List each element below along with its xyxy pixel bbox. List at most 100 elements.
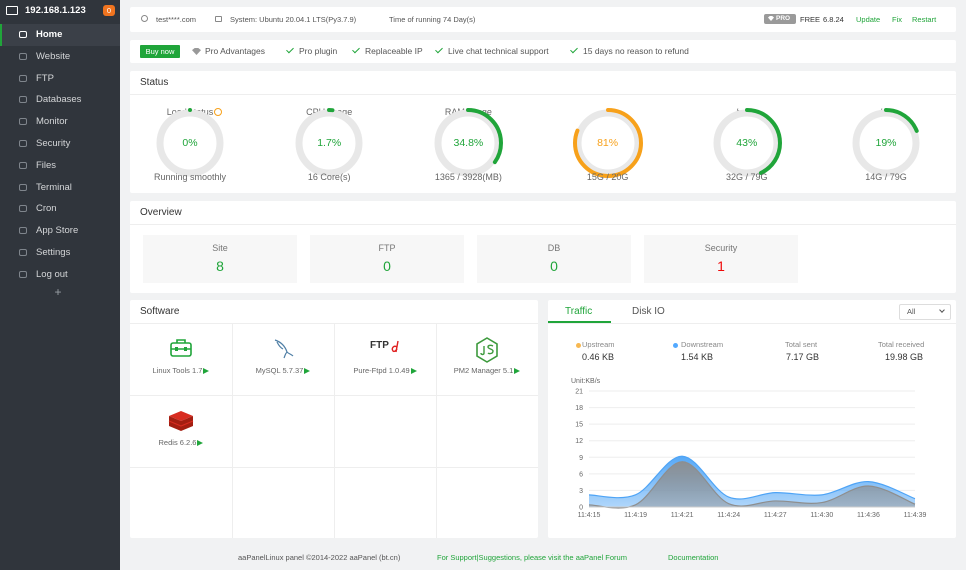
- gauge-track: [574, 109, 642, 177]
- software-icon: [170, 339, 192, 357]
- y-tick-label: 12: [575, 438, 583, 445]
- menu-item[interactable]: Databases: [0, 89, 120, 111]
- node-hex: [476, 337, 498, 363]
- software-cell[interactable]: PM2 Manager 5.1: [436, 324, 538, 395]
- overview-card[interactable]: Security 1: [644, 235, 798, 283]
- top-action[interactable]: Update: [856, 15, 881, 24]
- line: [588, 461, 916, 509]
- menu-label: Files: [36, 159, 57, 171]
- status-panel: Status Load status 0% Running smoothly CPU u…: [130, 71, 956, 193]
- y-tick-label: 9: [579, 455, 583, 462]
- buy-now-button[interactable]: Buy now: [140, 45, 180, 58]
- select-box[interactable]: All: [899, 304, 951, 320]
- menu-item[interactable]: Cron: [0, 198, 120, 220]
- pro-advantages[interactable]: Pro Advantages: [205, 46, 266, 56]
- overview-card[interactable]: FTP 0: [310, 235, 464, 283]
- menu-icon: [19, 270, 27, 278]
- system-info: System: Ubuntu 20.04.1 LTS(Py3.7.9): [230, 15, 357, 24]
- stat-label: Downstream: [681, 340, 724, 349]
- area: [589, 461, 915, 508]
- y-tick-label: 0: [579, 505, 583, 512]
- stat-value: 0.46 KB: [582, 352, 615, 362]
- redis-body: [169, 416, 193, 431]
- gauge-arc: [851, 108, 921, 178]
- software-label: MySQL 5.7.37: [232, 366, 334, 375]
- gauge-value: 19%: [875, 137, 897, 149]
- menu-item[interactable]: FTP: [0, 68, 120, 90]
- software-icon: [476, 337, 498, 363]
- line: [588, 455, 916, 500]
- legend-dot: [576, 343, 581, 348]
- gauge: [155, 108, 225, 178]
- tab-active[interactable]: Traffic: [565, 306, 593, 317]
- menu-label: Website: [36, 50, 71, 62]
- x-tick-label: 11:4:19: [624, 512, 647, 519]
- top-bar: test****.com System: Ubuntu 20.04.1 LTS(P…: [130, 7, 956, 32]
- footer-support[interactable]: For Support|Suggestions, please visit th…: [437, 553, 627, 562]
- promo-item: Pro plugin: [299, 46, 338, 56]
- card-value: 0: [550, 258, 558, 274]
- top-action[interactable]: Fix: [892, 15, 902, 24]
- pro-badge: PRO: [764, 14, 796, 24]
- alert-badge[interactable]: 0: [103, 5, 115, 16]
- separator: [130, 94, 956, 95]
- menu-item[interactable]: Monitor: [0, 111, 120, 133]
- x-tick-label: 11:4:30: [810, 512, 833, 519]
- software-cell[interactable]: FTP Pure-Ftpd 1.0.49: [334, 324, 436, 395]
- overview-card[interactable]: DB 0: [477, 235, 631, 283]
- software-icon: [274, 339, 294, 359]
- software-label: Pure-Ftpd 1.0.49: [334, 366, 436, 375]
- x-tick-label: 11:4:27: [764, 512, 787, 519]
- gauge-detail: 1365 / 3928(MB): [434, 172, 502, 182]
- gem-icon: [768, 16, 774, 21]
- system-icon: [215, 16, 222, 22]
- check-icon: [286, 45, 294, 54]
- overview-card[interactable]: Site 8: [143, 235, 297, 283]
- software-cell[interactable]: Linux Tools 1.7: [130, 324, 232, 395]
- gauge: [711, 108, 782, 178]
- gauge-track: [852, 109, 920, 177]
- tab[interactable]: Disk IO: [632, 306, 665, 317]
- x-tick-label: 11:4:36: [857, 512, 880, 519]
- stat-value: 19.98 GB: [885, 352, 924, 362]
- menu-item[interactable]: App Store: [0, 220, 120, 242]
- software-cell[interactable]: MySQL 5.7.37: [232, 324, 334, 395]
- menu-icon: [19, 31, 27, 38]
- menu-icon: [19, 183, 27, 191]
- gauge-value: 0%: [182, 137, 198, 149]
- node-js: [480, 344, 494, 356]
- toolbox-latch: [175, 347, 178, 351]
- menu-item[interactable]: Security: [0, 133, 120, 155]
- card-label: Security: [704, 243, 738, 253]
- traffic-panel: Traffic Disk IO All Upstream 0.46 KB Downstre…: [548, 300, 956, 538]
- menu-label: Cron: [36, 203, 57, 215]
- software-cell[interactable]: Redis 6.2.6: [130, 396, 232, 467]
- software-label: Linux Tools 1.7: [130, 366, 232, 375]
- menu-item[interactable]: Website: [0, 46, 120, 68]
- menu-item[interactable]: Files: [0, 155, 120, 177]
- grid-divider: [232, 323, 233, 538]
- card-label: Site: [212, 243, 228, 253]
- menu-label: Settings: [36, 247, 71, 258]
- menu-item[interactable]: Log out: [0, 264, 120, 286]
- card-value: 1: [717, 258, 725, 274]
- gauge: [433, 108, 504, 178]
- gauge-track: [295, 109, 363, 177]
- promo-bar: Buy now Pro Advantages Pro plugin Replaceab…: [130, 40, 956, 63]
- gauge-detail: 16 Core(s): [307, 172, 351, 182]
- legend-dot: [673, 343, 678, 348]
- gauge-arc: [294, 108, 365, 178]
- x-tick-label: 11:4:21: [671, 512, 694, 519]
- menu-item[interactable]: Settings: [0, 242, 120, 264]
- x-tick-label: 11:4:39: [904, 512, 927, 519]
- gauge-track: [713, 109, 781, 177]
- add-menu[interactable]: +: [54, 285, 62, 299]
- menu-icon: [19, 96, 27, 104]
- menu-label: Monitor: [36, 116, 68, 128]
- gauge-value: 34.8%: [453, 137, 484, 149]
- menu-item[interactable]: Terminal: [0, 177, 120, 199]
- footer-docs[interactable]: Documentation: [668, 553, 719, 562]
- menu-item[interactable]: Home: [0, 24, 120, 46]
- top-action[interactable]: Restart: [912, 15, 937, 24]
- overview-panel: Overview Site 8 FTP 0 DB 0 Security 1: [130, 201, 956, 293]
